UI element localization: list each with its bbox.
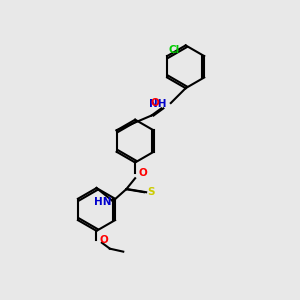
Text: NH: NH — [149, 99, 166, 109]
Text: O: O — [151, 98, 159, 108]
Text: HN: HN — [94, 197, 111, 207]
Text: S: S — [147, 187, 154, 197]
Text: O: O — [138, 169, 147, 178]
Text: Cl: Cl — [169, 45, 180, 55]
Text: O: O — [100, 236, 108, 245]
